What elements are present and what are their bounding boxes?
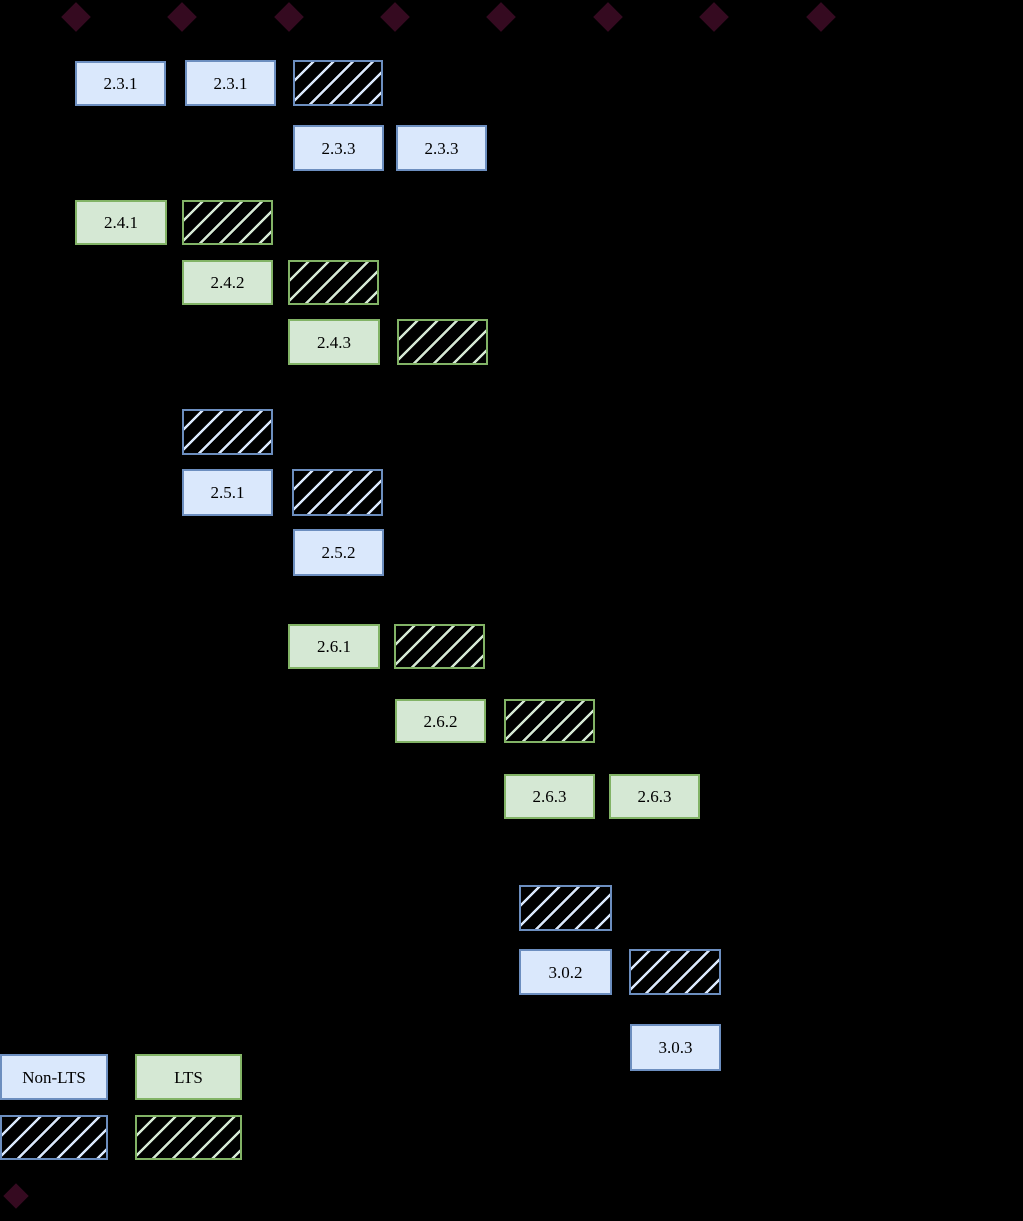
release-bar-2.5.2: 2.5.2 bbox=[293, 529, 384, 576]
legend-non-lts: Non-LTS bbox=[0, 1054, 108, 1100]
extended-support-bar bbox=[292, 469, 383, 516]
milestone-diamond-bottom bbox=[3, 1183, 29, 1209]
extended-support-bar bbox=[394, 624, 485, 669]
release-bar-2.6.1: 2.6.1 bbox=[288, 624, 380, 669]
milestone-diamond bbox=[806, 2, 836, 32]
legend-lts-hatched bbox=[135, 1115, 242, 1160]
milestone-diamond bbox=[593, 2, 623, 32]
milestone-diamond bbox=[61, 2, 91, 32]
release-bar-2.6.3: 2.6.3 bbox=[609, 774, 700, 819]
milestone-diamond bbox=[380, 2, 410, 32]
extended-support-bar bbox=[397, 319, 488, 365]
legend-non-lts-hatched bbox=[0, 1115, 108, 1160]
release-bar-3.0.3: 3.0.3 bbox=[630, 1024, 721, 1071]
extended-support-bar bbox=[182, 409, 273, 455]
release-bar-2.3.3: 2.3.3 bbox=[293, 125, 384, 171]
milestone-diamond bbox=[167, 2, 197, 32]
extended-support-bar bbox=[288, 260, 379, 305]
release-bar-2.3.1: 2.3.1 bbox=[185, 60, 276, 106]
release-bar-2.6.3: 2.6.3 bbox=[504, 774, 595, 819]
release-bar-2.3.3: 2.3.3 bbox=[396, 125, 487, 171]
extended-support-bar bbox=[182, 200, 273, 245]
release-bar-2.6.2: 2.6.2 bbox=[395, 699, 486, 743]
release-bar-2.4.3: 2.4.3 bbox=[288, 319, 380, 365]
release-bar-2.4.2: 2.4.2 bbox=[182, 260, 273, 305]
milestone-diamond bbox=[486, 2, 516, 32]
legend-lts: LTS bbox=[135, 1054, 242, 1100]
release-bar-3.0.2: 3.0.2 bbox=[519, 949, 612, 995]
release-bar-2.3.1: 2.3.1 bbox=[75, 61, 166, 106]
extended-support-bar bbox=[504, 699, 595, 743]
extended-support-bar bbox=[293, 60, 383, 106]
extended-support-bar bbox=[629, 949, 721, 995]
release-bar-2.5.1: 2.5.1 bbox=[182, 469, 273, 516]
milestone-diamond bbox=[274, 2, 304, 32]
extended-support-bar bbox=[519, 885, 612, 931]
milestone-diamond bbox=[699, 2, 729, 32]
release-bar-2.4.1: 2.4.1 bbox=[75, 200, 167, 245]
